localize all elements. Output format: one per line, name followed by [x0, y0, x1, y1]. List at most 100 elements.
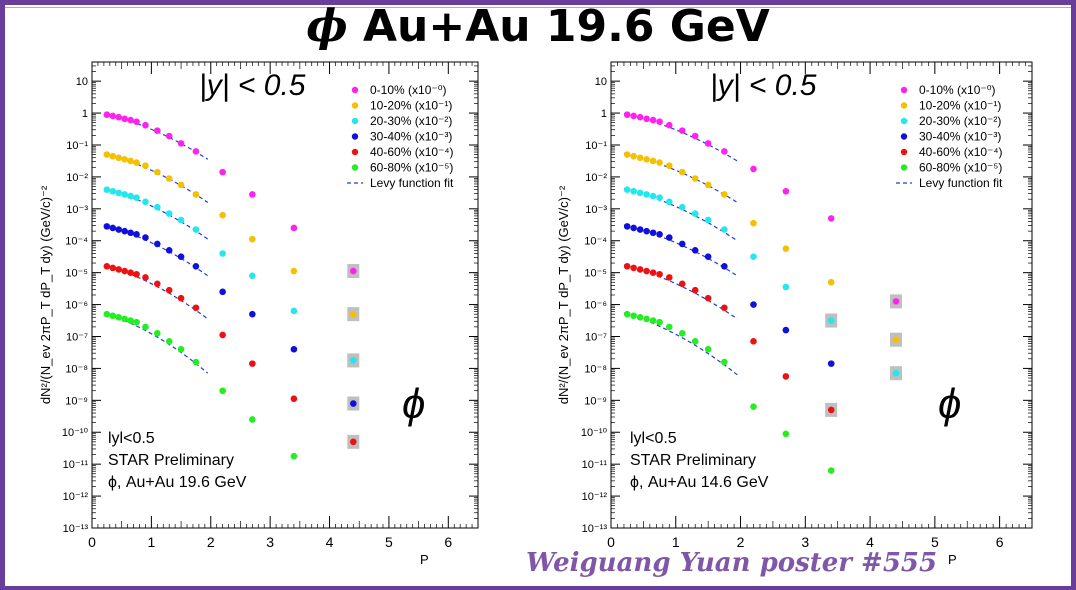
levy-fit-line-2 — [103, 152, 209, 203]
data-point-series-5 — [165, 286, 173, 294]
data-point-series-1 — [219, 168, 226, 176]
data-point-series-2 — [782, 245, 790, 253]
data-point-series-1 — [177, 140, 185, 147]
y-tick-label: 10⁻¹ — [66, 140, 88, 152]
phi-symbol: ϕ — [402, 380, 425, 427]
levy-fit-line-3 — [623, 187, 738, 242]
levy-fit-line-6 — [103, 312, 209, 374]
x-tick-label: 0 — [88, 534, 96, 550]
data-point-series-4 — [349, 400, 357, 407]
data-point-series-1 — [623, 111, 631, 118]
x-axis-label: P — [420, 552, 429, 567]
data-point-series-5 — [649, 269, 657, 276]
data-point-series-2 — [127, 157, 134, 165]
data-point-series-1 — [290, 224, 298, 232]
data-point-series-6 — [623, 310, 631, 318]
data-point-series-6 — [219, 387, 226, 395]
frame-border-right — [1071, 0, 1076, 590]
data-point-series-4 — [782, 326, 790, 334]
data-point-series-3 — [349, 357, 357, 364]
data-point-series-4 — [103, 223, 111, 230]
data-point-series-5 — [782, 373, 790, 380]
x-tick-label: 0 — [607, 534, 615, 550]
data-point-series-5 — [109, 264, 117, 272]
data-point-series-2 — [219, 211, 226, 219]
chart-panel-2: 10⁻¹³ 10⁻¹² 10⁻¹¹ 10⁻¹⁰ 10⁻⁹ 10⁻⁸ 10⁻⁷ 10⁻⁶ 10⁻⁵… — [556, 61, 1033, 567]
data-point-series-1 — [750, 165, 757, 173]
y-tick-label: 10⁻⁵ — [65, 268, 88, 280]
annotation-text: STAR Preliminary — [108, 452, 234, 469]
data-point-series-5 — [623, 262, 631, 270]
data-point-series-1 — [636, 113, 644, 121]
data-point-series-6 — [121, 315, 128, 323]
legend-entry: 60-80% (x10⁻⁵) — [370, 161, 453, 175]
legend-marker — [900, 164, 908, 171]
data-point-series-1 — [665, 121, 673, 129]
y-tick-label: 10⁻⁴ — [65, 236, 88, 248]
data-point-series-4 — [133, 231, 140, 238]
legend-entry: 20-30% (x10⁻²) — [370, 114, 452, 128]
data-point-series-1 — [649, 116, 657, 124]
data-point-series-5 — [142, 274, 149, 281]
data-point-series-1 — [678, 127, 686, 134]
annotation-text: STAR Preliminary — [630, 452, 756, 469]
data-point-series-1 — [142, 121, 149, 129]
annotation-text: ϕ, Au+Au 14.6 GeV — [630, 474, 769, 491]
data-point-series-4 — [691, 247, 699, 254]
y-tick-label: 10⁻⁷ — [66, 331, 88, 343]
data-point-series-3 — [665, 198, 673, 206]
x-tick-label: 1 — [672, 534, 680, 550]
data-point-series-2 — [630, 152, 637, 160]
data-point-series-2 — [643, 156, 650, 163]
slide-title: ϕ Au+Au 19.6 GeV — [0, 0, 1076, 54]
data-point-series-6 — [115, 314, 123, 321]
data-point-series-3 — [643, 191, 650, 198]
data-point-series-3 — [630, 187, 637, 195]
y-tick-label: 10⁻² — [585, 172, 607, 184]
data-point-series-6 — [630, 312, 637, 320]
data-point-series-4 — [678, 240, 686, 248]
legend-entry: 40-60% (x10⁻⁴) — [919, 145, 1003, 159]
data-point-series-5 — [750, 337, 757, 345]
data-point-series-6 — [165, 337, 173, 345]
data-point-series-3 — [192, 226, 200, 233]
data-point-series-3 — [133, 194, 140, 201]
data-point-series-2 — [892, 336, 900, 343]
y-tick-label: 10⁻¹⁰ — [62, 427, 89, 439]
data-point-series-6 — [750, 403, 757, 411]
data-point-series-6 — [678, 330, 686, 337]
y-tick-label: 10⁻³ — [585, 204, 607, 216]
data-point-series-1 — [249, 191, 256, 198]
data-point-series-6 — [665, 323, 673, 331]
legend-entry: Levy function fit — [919, 176, 1003, 190]
data-point-series-2 — [109, 152, 117, 160]
x-tick-label: 4 — [326, 534, 334, 550]
data-point-series-2 — [704, 181, 712, 189]
data-point-series-1 — [656, 118, 663, 125]
data-point-series-3 — [109, 187, 117, 195]
data-point-series-1 — [165, 132, 173, 140]
title-text: Au+Au 19.6 GeV — [362, 1, 770, 52]
data-point-series-6 — [649, 317, 657, 324]
y-tick-label: 10⁻¹² — [582, 491, 608, 503]
data-point-series-2 — [115, 154, 123, 162]
data-point-series-4 — [630, 224, 637, 232]
data-point-series-5 — [656, 270, 663, 278]
y-tick-label: 10⁻⁸ — [65, 363, 88, 375]
data-point-series-6 — [704, 345, 712, 353]
data-point-series-5 — [219, 331, 226, 339]
y-tick-label: 10⁻⁸ — [584, 363, 607, 375]
legend-entry: 30-40% (x10⁻³) — [919, 130, 1001, 144]
data-point-series-2 — [623, 151, 631, 158]
data-point-series-2 — [827, 278, 835, 286]
data-point-series-5 — [721, 304, 728, 312]
y-axis-label: dN²/(N_ev 2πP_T dP_T dy) (GeV/c)⁻² — [556, 185, 571, 404]
data-point-series-1 — [154, 127, 161, 134]
data-point-series-2 — [636, 154, 644, 162]
chart-panel-1: 10⁻¹³ 10⁻¹² 10⁻¹¹ 10⁻¹⁰ 10⁻⁹ 10⁻⁸ 10⁻⁷ 10⁻⁶ 10⁻⁵… — [38, 61, 479, 567]
phi-symbol: ϕ — [938, 380, 961, 427]
data-point-series-2 — [192, 191, 200, 198]
rapidity-label: |y| < 0.5 — [710, 69, 817, 102]
data-point-series-1 — [133, 118, 140, 125]
data-point-series-5 — [121, 267, 128, 275]
